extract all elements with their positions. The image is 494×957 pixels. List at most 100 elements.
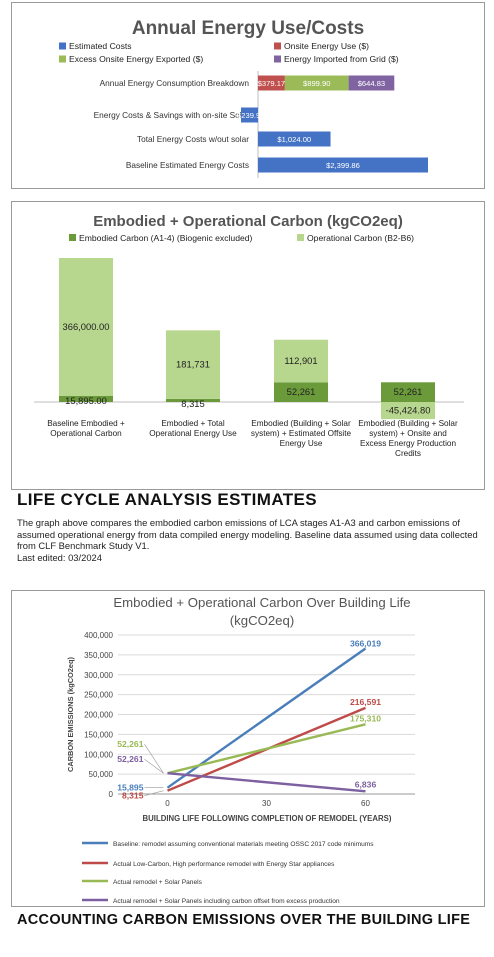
end-data-label: 366,019 (350, 639, 381, 649)
data-label: 366,000.00 (63, 321, 110, 332)
chart-title: Annual Energy Use/Costs (132, 18, 364, 39)
bar (258, 157, 428, 173)
data-label: $1,024.00 (277, 135, 311, 144)
legend-label: Actual remodel + Solar Panels (113, 879, 203, 886)
category-label: system) + Onsite and (369, 429, 447, 438)
y-tick-label: 150,000 (84, 730, 113, 739)
last-edited: Last edited: 03/2024 (17, 551, 102, 563)
legend-label: Onsite Energy Use ($) (284, 41, 369, 51)
chart-title: Embodied + Operational Carbon (kgCO2eq) (93, 213, 403, 230)
data-label: -45,424.80 (386, 405, 431, 416)
lca-description: The graph above compares the embodied ca… (17, 517, 479, 563)
data-label: $379.17 (258, 79, 285, 88)
bar (258, 131, 331, 147)
y-tick-label: 100,000 (84, 750, 113, 759)
y-tick-label: 250,000 (84, 691, 113, 700)
data-label: -$239.90 (235, 111, 265, 120)
y-axis-label: CARBON EMISSIONS (kgCO2eq) (66, 656, 75, 772)
legend-label: Excess Onsite Energy Exported ($) (69, 54, 203, 64)
category-label: Excess Energy Production (360, 439, 456, 448)
category-label: Energy Use (280, 439, 323, 448)
data-label: 15,895.00 (65, 395, 107, 406)
bar (284, 75, 349, 91)
bar (241, 107, 258, 123)
category-label: Embodied (Building + Solar (358, 419, 458, 428)
carbon-chart-panel: Embodied + Operational Carbon (kgCO2eq) E… (11, 201, 485, 490)
legend-label: Embodied Carbon (A1-4) (Biogenic exclude… (79, 233, 253, 243)
lca-heading: LIFE CYCLE ANALYSIS ESTIMATES (17, 490, 318, 509)
x-tick-label: 60 (361, 799, 370, 808)
legend-label: Baseline: remodel assuming conventional … (113, 841, 374, 848)
leader-line (144, 790, 164, 796)
bar (348, 75, 395, 91)
y-tick-label: 50,000 (89, 770, 114, 779)
legend-label: Actual remodel + Solar Panels including … (113, 898, 340, 905)
bar (59, 396, 113, 402)
end-data-label: 6,836 (355, 779, 377, 789)
data-label: 8,315 (181, 398, 204, 409)
legend-swatch (59, 55, 66, 63)
legend-label: Estimated Costs (69, 41, 132, 51)
category-label: Annual Energy Consumption Breakdown (100, 78, 250, 88)
carbon-chart: Embodied + Operational Carbon (kgCO2eq) E… (34, 213, 464, 458)
category-label: Baseline Embodied + (47, 419, 125, 428)
x-axis-label: BUILDING LIFE FOLLOWING COMPLETION OF RE… (143, 814, 392, 823)
legend-swatch (274, 42, 281, 50)
bar (274, 339, 328, 383)
category-label: Operational Energy Use (149, 429, 237, 438)
bar (381, 382, 435, 402)
bar (274, 382, 328, 402)
bar (166, 398, 220, 402)
legend-swatch (69, 234, 76, 241)
start-data-label: 15,895 (117, 783, 144, 793)
end-data-label: 216,591 (350, 697, 381, 707)
category-label: Energy Costs & Savings with on-site Sola… (94, 110, 250, 120)
bar (258, 75, 285, 91)
start-data-label: 8,315 (122, 791, 144, 801)
end-data-label: 175,310 (350, 713, 381, 723)
y-tick-label: 350,000 (84, 651, 113, 660)
chart-title: Embodied + Operational Carbon Over Build… (113, 595, 410, 610)
category-label: Baseline Estimated Energy Costs (126, 160, 249, 170)
building-life-chart: Embodied + Operational Carbon Over Build… (66, 595, 415, 905)
data-label: $899.90 (303, 79, 330, 88)
legend-label: Actual Low-Carbon, High performance remo… (113, 861, 335, 868)
leader-line (144, 744, 164, 774)
bar (381, 402, 435, 420)
data-label: $644.83 (358, 79, 385, 88)
legend-swatch (274, 55, 281, 63)
bar (59, 258, 113, 397)
series-line (167, 772, 366, 793)
annual-energy-chart-panel: Annual Energy Use/Costs Estimated Costs On… (11, 2, 485, 189)
accounting-heading: ACCOUNTING CARBON EMISSIONS OVER THE BUI… (17, 912, 471, 928)
data-label: 52,261 (394, 386, 423, 397)
legend-swatch (59, 42, 66, 50)
x-tick-label: 0 (165, 799, 170, 808)
data-label: 112,901 (284, 355, 317, 366)
y-tick-label: 400,000 (84, 631, 113, 640)
category-label: system) + Estimated Offsite (251, 429, 352, 438)
data-label: $2,399.86 (326, 161, 360, 170)
legend-swatch (297, 234, 304, 241)
legend-label: Energy Imported from Grid ($) (284, 54, 399, 64)
bar (166, 330, 220, 399)
building-life-chart-panel: Embodied + Operational Carbon Over Build… (11, 590, 485, 907)
data-label: 181,731 (176, 359, 210, 370)
series-line (167, 723, 366, 775)
chart-title: (kgCO2eq) (230, 613, 295, 628)
category-label: Total Energy Costs w/out solar (137, 134, 249, 144)
leader-line (144, 758, 164, 774)
category-label: Credits (395, 449, 421, 458)
start-data-label: 52,261 (117, 754, 144, 764)
y-tick-label: 0 (109, 790, 114, 799)
y-tick-label: 200,000 (84, 711, 113, 720)
category-label: Embodied (Building + Solar (251, 419, 351, 428)
data-label: 52,261 (287, 386, 316, 397)
category-label: Embodied + Total (161, 419, 225, 428)
legend-label: Operational Carbon (B2-B6) (307, 233, 414, 243)
y-tick-label: 300,000 (84, 671, 113, 680)
lca-description-text: The graph above compares the embodied ca… (17, 517, 478, 552)
start-data-label: 52,261 (117, 739, 144, 749)
x-tick-label: 30 (262, 799, 271, 808)
